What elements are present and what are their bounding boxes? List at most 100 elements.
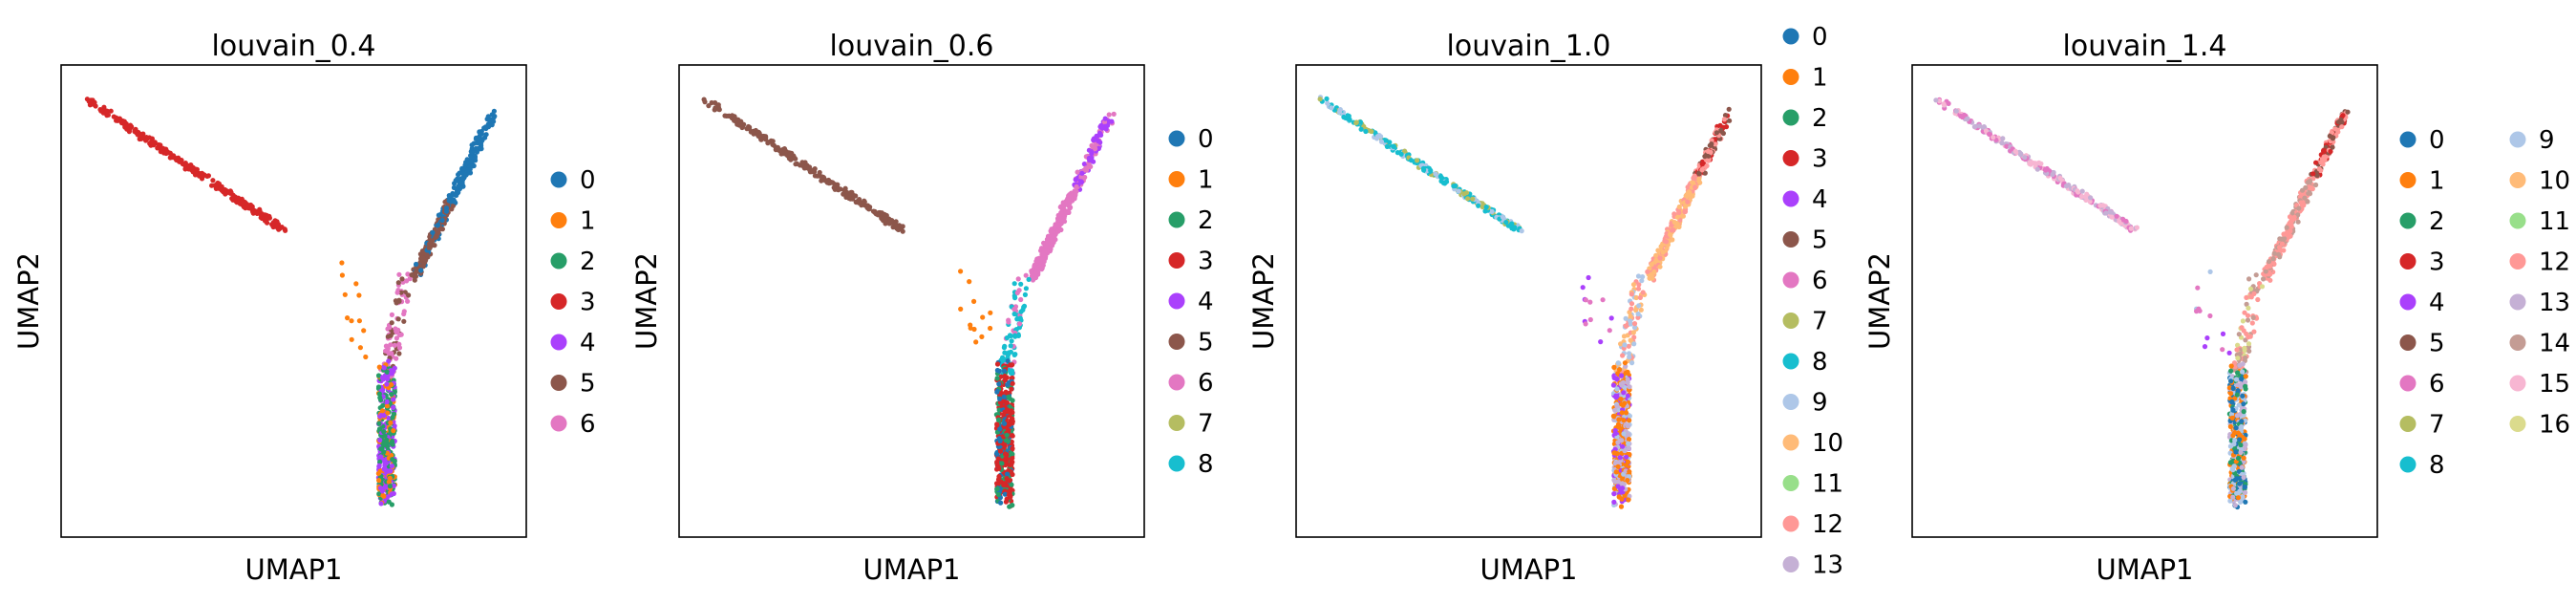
scatter-point (443, 208, 450, 214)
scatter-point (2239, 419, 2245, 424)
scatter-point (1620, 402, 1626, 408)
scatter-point (2232, 396, 2238, 401)
y-axis-label: UMAP2 (1863, 252, 1896, 350)
scatter-point (1651, 269, 1657, 275)
legend-label: 4 (1198, 288, 1214, 316)
scatter-point (726, 113, 732, 119)
scatter-point (1079, 170, 1085, 176)
scatter-point (2231, 464, 2237, 469)
scatter-point (2287, 214, 2293, 220)
scatter-point (1583, 297, 1588, 303)
scatter-point (389, 370, 394, 376)
scatter-point (404, 278, 410, 284)
scatter-point (380, 377, 386, 382)
scatter-point (361, 328, 367, 334)
scatter-point (2340, 113, 2346, 119)
scatter-point (1621, 431, 1627, 437)
scatter-point (1692, 184, 1698, 190)
scatter-point (2134, 225, 2140, 230)
scatter-point (1727, 118, 1733, 123)
scatter-point (127, 122, 134, 128)
scatter-point (2271, 250, 2277, 256)
scatter-point (1016, 321, 1023, 327)
scatter-point (2281, 231, 2287, 237)
scatter-point (2243, 489, 2248, 496)
legend-label: 13 (2539, 289, 2570, 317)
scatter-point (395, 316, 401, 322)
scatter-point (1002, 350, 1008, 356)
scatter-point (2318, 160, 2324, 165)
x-axis-label: UMAP1 (862, 553, 960, 586)
scatter-point (2232, 503, 2238, 508)
scatter-point (1714, 130, 1719, 136)
scatter-point (2238, 449, 2244, 456)
scatter-point (1622, 448, 1628, 454)
scatter-point (1002, 491, 1008, 497)
scatter-point (381, 429, 387, 435)
scatter-point (1336, 109, 1342, 115)
scatter-point (958, 306, 964, 312)
scatter-point (994, 459, 1000, 465)
scatter-point (1630, 330, 1636, 335)
scatter-point (880, 211, 885, 217)
scatter-point (1010, 419, 1015, 424)
legend-marker (1782, 515, 1799, 532)
scatter-point (397, 332, 403, 337)
scatter-point (342, 291, 348, 297)
legend-marker (1782, 150, 1799, 166)
scatter-point (1026, 276, 1032, 282)
scatter-point (1692, 173, 1697, 179)
scatter-point (1010, 371, 1015, 377)
scatter-point (2302, 195, 2308, 201)
scatter-point (799, 162, 805, 168)
scatter-point (2239, 464, 2245, 470)
scatter-point (1369, 128, 1374, 135)
scatter-point (1014, 290, 1020, 295)
scatter-point (1964, 117, 1969, 122)
scatter-point (1685, 199, 1691, 205)
scatter-point (1005, 439, 1011, 444)
legend-marker (1782, 556, 1799, 572)
scatter-point (1722, 113, 1729, 119)
scatter-point (1676, 204, 1682, 210)
scatter-point (1586, 274, 1591, 281)
scatter-point (1102, 116, 1108, 121)
scatter-point (1058, 217, 1064, 223)
scatter-point (138, 133, 143, 139)
legend-label: 6 (1198, 369, 1214, 398)
scatter-point (2240, 318, 2246, 324)
legend-label: 3 (2429, 248, 2445, 277)
scatter-point (453, 178, 458, 183)
scatter-point (1437, 174, 1443, 180)
scatter-point (994, 485, 1000, 491)
scatter-point (1011, 311, 1017, 317)
scatter-point (1619, 496, 1625, 502)
scatter-point (1626, 432, 1631, 438)
scatter-point (1009, 338, 1014, 344)
scatter-point (1622, 493, 1628, 499)
scatter-point (2307, 178, 2312, 183)
scatter-point (2237, 432, 2243, 438)
scatter-point (896, 223, 902, 228)
scatter-point (2249, 320, 2255, 326)
scatter-point (1408, 158, 1415, 163)
scatter-point (1708, 142, 1714, 148)
legend-marker (2509, 172, 2526, 188)
scatter-point (468, 159, 474, 164)
scatter-point (1696, 171, 1702, 177)
scatter-point (958, 269, 964, 274)
scatter-point (396, 271, 402, 277)
scatter-point (1068, 205, 1074, 210)
scatter-point (389, 491, 394, 497)
scatter-point (1624, 454, 1629, 460)
scatter-point (339, 260, 345, 266)
scatter-point (391, 404, 396, 410)
scatter-point (1006, 394, 1011, 399)
scatter-point (376, 464, 382, 469)
scatter-point (1621, 390, 1627, 396)
scatter-point (424, 251, 430, 257)
scatter-point (1034, 266, 1040, 272)
scatter-point (1004, 334, 1010, 341)
